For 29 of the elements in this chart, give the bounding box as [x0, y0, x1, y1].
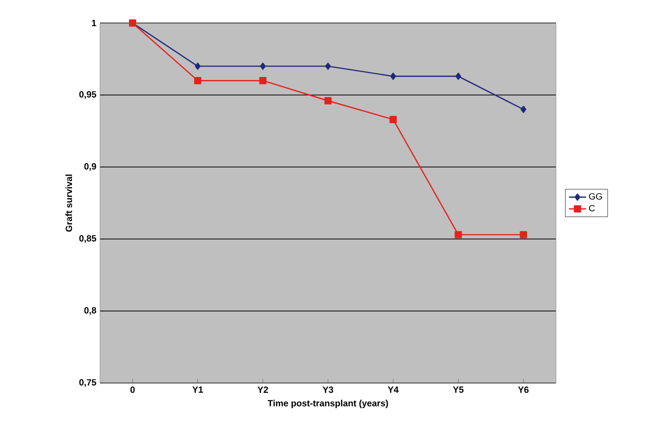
- x-tick-label: Y5: [452, 386, 464, 393]
- y-tick-label: 0,8: [84, 307, 96, 315]
- x-tick-label: Y2: [258, 386, 268, 393]
- legend-label: C: [589, 204, 595, 212]
- y-tick-label: 0,85: [79, 235, 96, 243]
- point: [390, 72, 396, 80]
- point: [520, 106, 526, 113]
- x-tick-label: Y6: [518, 386, 529, 393]
- x-tick-label: Y3: [322, 386, 334, 393]
- point: [454, 231, 462, 238]
- point: [259, 77, 266, 84]
- point: [455, 72, 462, 80]
- point: [260, 62, 266, 70]
- y-tick-label: 0,95: [79, 91, 96, 99]
- y-tick-label: 1: [92, 20, 96, 26]
- y-tick-label: 0,75: [79, 379, 96, 387]
- point: [194, 62, 201, 70]
- x-tick-label: Y1: [192, 386, 203, 393]
- x-axis-title: Time post-transplant (years): [268, 400, 388, 408]
- point: [520, 231, 528, 238]
- point: [194, 77, 202, 84]
- y-tick-label: 0,9: [84, 163, 96, 171]
- x-tick-label: 0: [130, 386, 135, 393]
- point: [325, 62, 331, 70]
- y-axis-title: Graft survival: [65, 174, 72, 232]
- x-tick-label: Y4: [388, 386, 399, 393]
- legend-label: GG: [589, 193, 602, 200]
- point: [390, 116, 397, 124]
- point: [324, 97, 332, 104]
